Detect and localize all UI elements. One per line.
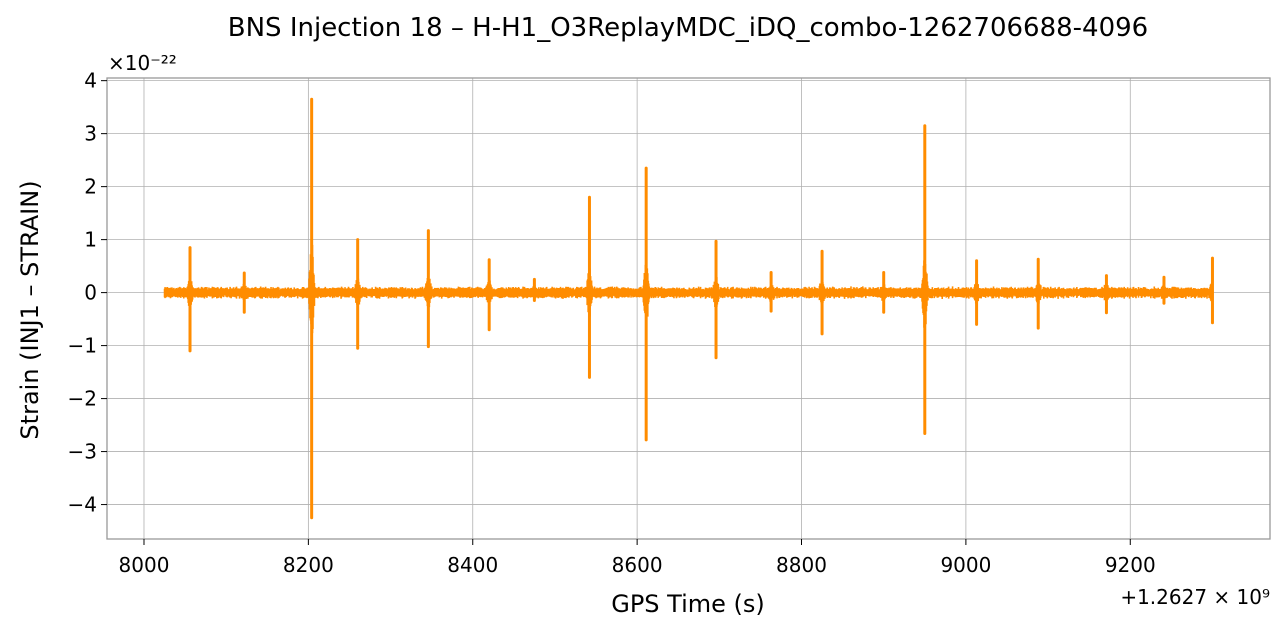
y-tick-label: −3: [68, 440, 97, 464]
x-tick-label: 8000: [119, 553, 170, 577]
chart-title: BNS Injection 18 – H-H1_O3ReplayMDC_iDQ_…: [228, 13, 1148, 43]
x-offset-label: +1.2627 × 10⁹: [1120, 585, 1270, 609]
ticks: 8000 8200 8400 8600 8800 9000 9200 −4 −3 −2 −1 0 1 2 3…: [68, 69, 1156, 577]
y-tick-label: 3: [84, 122, 97, 146]
x-tick-label: 8200: [283, 553, 334, 577]
y-tick-label: −2: [68, 387, 97, 411]
plot-frame: [106, 77, 1271, 540]
grid: [107, 78, 1270, 539]
y-tick-label: 0: [84, 281, 97, 305]
y-tick-label: −1: [68, 334, 97, 358]
data-layer: [163, 97, 1214, 520]
y-tick-label: 2: [84, 175, 97, 199]
y-tick-label: 1: [84, 228, 97, 252]
x-tick-label: 8800: [776, 553, 827, 577]
x-tick-label: 9200: [1105, 553, 1156, 577]
y-scale-label: ×10⁻²²: [108, 51, 177, 75]
x-axis-label: GPS Time (s): [611, 590, 765, 618]
x-tick-label: 9000: [940, 553, 991, 577]
y-axis-label: Strain (INJ1 – STRAIN): [16, 180, 44, 439]
x-tick-label: 8600: [612, 553, 663, 577]
x-tick-label: 8400: [447, 553, 498, 577]
strain-series-line: [163, 237, 1213, 343]
y-tick-label: −4: [68, 493, 97, 517]
y-tick-label: 4: [84, 69, 97, 93]
